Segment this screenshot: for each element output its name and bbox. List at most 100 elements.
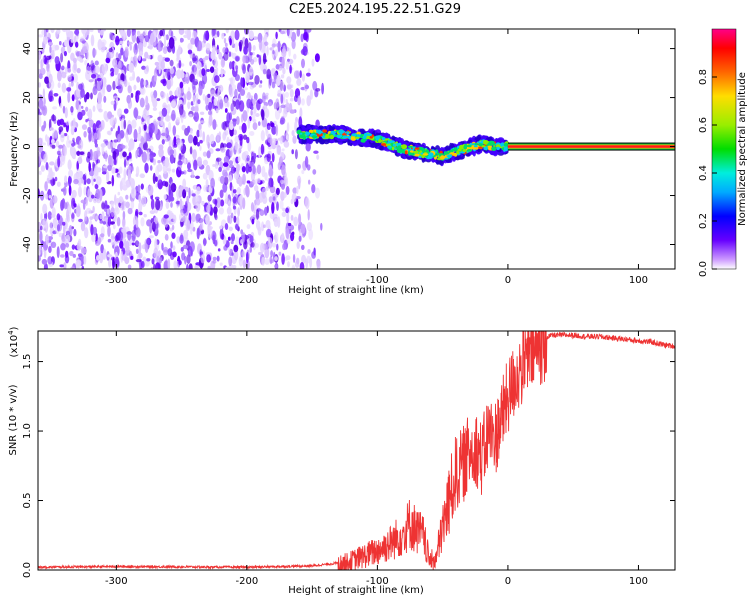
spectrogram-signal-core — [342, 135, 348, 139]
locked-band-core — [507, 145, 675, 148]
spectrogram-noise-speck — [64, 66, 68, 75]
spectrogram-noise-speck — [117, 175, 122, 179]
spectrogram-noise-speck — [187, 168, 193, 173]
spectrogram-noise-speck — [281, 253, 285, 265]
spectrogram-noise-speck — [289, 88, 294, 98]
spectrogram-noise-speck — [196, 186, 201, 195]
spectrogram-noise-speck — [262, 68, 267, 75]
spectrogram-noise-speck — [262, 44, 266, 54]
spectrogram-noise-speck — [38, 51, 42, 60]
spectrogram-noise-speck — [51, 144, 56, 149]
spectrogram-noise-speck — [274, 49, 279, 57]
spectrogram-noise-speck — [212, 260, 217, 264]
spectrogram-noise-speck — [164, 57, 170, 62]
snr-data-point — [364, 553, 365, 554]
spectrogram-noise-speck — [54, 176, 58, 182]
spectrogram-noise-speck — [212, 45, 216, 49]
spectrogram-noise-speck — [120, 144, 126, 149]
spectrogram-noise-speck — [189, 61, 193, 67]
spectrogram-noise-speck — [147, 55, 151, 60]
spectrogram-noise-speck — [273, 218, 279, 228]
spectrogram-noise-speck — [87, 126, 92, 134]
spectrogram-noise-speck — [260, 242, 265, 253]
spectrogram-noise-speck — [254, 178, 258, 186]
spectrogram-noise-speck — [127, 123, 133, 135]
spectrogram-noise-speck — [187, 245, 193, 257]
spectrogram-noise-speck — [136, 148, 140, 156]
spectrogram-noise-speck — [275, 31, 278, 40]
spectrogram-noise-speck — [56, 246, 60, 259]
spectrogram-noise-speck — [161, 127, 167, 138]
spectrogram-noise-speck — [180, 247, 184, 252]
spectrogram-noise-speck — [58, 126, 64, 132]
spectrogram-noise-speck — [261, 221, 265, 232]
spectrogram-noise-speck — [175, 117, 181, 123]
spectrogram-noise-speck — [300, 33, 304, 43]
spectrogram-noise-speck — [186, 91, 192, 101]
spectrogram-noise-speck — [248, 30, 254, 40]
spectrogram-noise-speck — [71, 94, 75, 102]
spectrogram-noise-speck — [203, 30, 208, 40]
spectrogram-noise-speck — [61, 82, 67, 93]
spectrogram-noise-speck — [229, 149, 232, 157]
spectrogram-noise-speck — [233, 244, 239, 253]
snr-data-point — [501, 410, 502, 411]
spectrogram-noise-speck — [189, 130, 193, 134]
spectrogram-noise-speck — [130, 200, 135, 210]
spectrogram-noise-speck — [231, 84, 237, 90]
spectrogram-noise-speck — [153, 216, 158, 225]
spectrogram-noise-speck — [261, 165, 266, 178]
spectrogram-noise-speck — [130, 178, 136, 189]
spectrogram-noise-speck — [253, 104, 257, 115]
spectrogram-noise-speck — [187, 42, 193, 51]
spectrogram-noise-speck — [228, 121, 234, 128]
spectrogram-noise-speck — [174, 134, 180, 139]
spectrogram-noise-speck — [234, 42, 238, 53]
spectrogram-noise-speck — [155, 165, 160, 178]
spectrogram-noise-speck — [201, 68, 206, 77]
spectrogram-signal-core — [459, 144, 465, 150]
spectrogram-noise-speck — [247, 118, 251, 129]
spectrogram-noise-speck — [127, 207, 133, 215]
spectrogram-noise-speck — [118, 60, 122, 69]
spectrogram-noise-speck — [290, 214, 294, 221]
spectrogram-noise-speck — [117, 84, 123, 94]
spectrogram-noise-speck — [301, 254, 307, 264]
spectrogram-noise-speck — [234, 74, 240, 82]
spectrogram-noise-speck — [53, 93, 59, 97]
spectrogram-noise-speck — [267, 237, 273, 249]
spectrogram-noise-speck — [202, 151, 207, 157]
spectrogram-noise-speck — [80, 88, 85, 98]
spectrogram-noise-speck — [309, 257, 313, 268]
spectrogram-noise-speck — [151, 258, 155, 265]
spectrogram-noise-speck — [107, 238, 112, 243]
spectrogram-noise-speck — [231, 252, 234, 256]
snr-data-point — [560, 335, 561, 336]
spectrogram-noise-speck — [246, 157, 250, 162]
spectrogram-noise-speck — [296, 29, 301, 37]
spectrogram-noise-speck — [145, 65, 149, 72]
spectrogram-noise-speck — [271, 125, 277, 135]
spectrogram-noise-speck — [126, 94, 131, 104]
spectrogram-noise-speck — [66, 208, 69, 221]
spectrogram-noise-speck — [123, 201, 127, 206]
spectrogram-noise-speck — [297, 163, 301, 170]
spectrogram-noise-speck — [149, 165, 153, 171]
spectrogram-noise-speck — [248, 42, 252, 54]
spectrogram-noise-speck — [73, 203, 77, 208]
spectrogram-noise-speck — [243, 150, 249, 157]
spectrogram-noise-speck — [51, 207, 56, 218]
spectrogram-noise-speck — [258, 121, 261, 126]
spectrogram-noise-speck — [115, 35, 120, 46]
spectrogram-noise-speck — [192, 184, 198, 190]
spectrogram-signal-core — [302, 135, 306, 140]
spectrogram-noise-speck — [283, 84, 286, 92]
spectrogram-noise-speck — [123, 168, 127, 181]
spectrogram-noise-speck — [191, 193, 196, 197]
spectrogram-noise-speck — [191, 30, 198, 39]
spectrogram-noise-speck — [118, 53, 122, 60]
spectrogram-noise-speck — [246, 136, 250, 144]
spectrogram-signal-core — [491, 141, 494, 146]
spectrogram-noise-speck — [66, 87, 72, 92]
spectrogram-noise-speck — [92, 86, 98, 96]
